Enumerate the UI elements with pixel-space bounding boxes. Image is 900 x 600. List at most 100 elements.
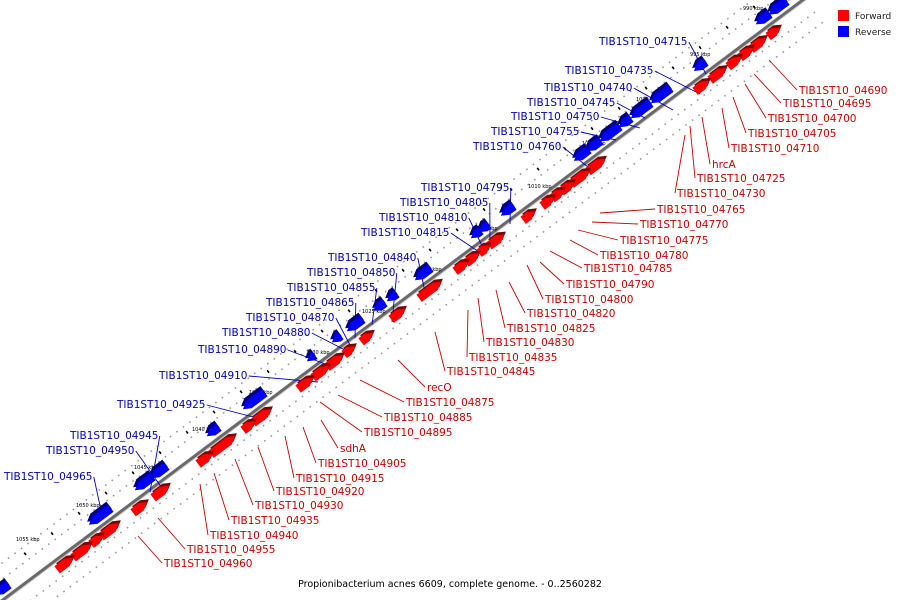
reverse-gene-arrow [599, 122, 623, 142]
reverse-gene-arrow [768, 0, 790, 15]
tick-mark [50, 531, 54, 536]
legend-forward-swatch [838, 10, 849, 21]
forward-gene-label: TIB1ST10_04895 [363, 427, 453, 439]
forward-leader-line [434, 331, 446, 372]
reverse-gene-arrow [500, 202, 517, 216]
forward-leader-line [689, 125, 696, 179]
forward-gene-arrow [486, 234, 505, 250]
dotted-track [51, 17, 829, 600]
forward-gene-label: TIB1ST10_04695 [782, 98, 872, 110]
forward-gene-arrow [70, 544, 92, 562]
forward-gene-label: TIB1ST10_04825 [506, 323, 596, 335]
forward-gene-label: TIB1ST10_04725 [696, 173, 786, 185]
forward-gene-label: TIB1ST10_04690 [798, 85, 888, 97]
reverse-gene-label: TIB1ST10_04805 [399, 197, 489, 209]
reverse-gene-label: TIB1ST10_04950 [45, 445, 135, 457]
reverse-gene-arrow [586, 137, 604, 152]
forward-gene-label: TIB1ST10_04935 [230, 515, 320, 527]
forward-leader-line [477, 297, 485, 343]
forward-leader-line [701, 116, 711, 165]
forward-gene-label: TIB1ST10_04775 [619, 235, 709, 247]
kbp-tick-label: 1045 kbp [134, 465, 158, 471]
reverse-gene-arrow [306, 351, 318, 362]
forward-gene-label: TIB1ST10_04940 [209, 530, 299, 542]
forward-gene-arrow [765, 27, 781, 41]
reverse-gene-arrow [0, 581, 12, 595]
forward-gene-arrow [341, 346, 356, 359]
reverse-gene-arrow [88, 504, 114, 525]
forward-gene-arrow [150, 485, 170, 502]
tick-mark [347, 309, 351, 313]
tick-mark [590, 126, 594, 131]
tick-mark [158, 450, 162, 455]
forward-gene-arrow [250, 409, 272, 427]
tick-mark [725, 25, 729, 29]
tick-mark [401, 268, 405, 272]
tick-mark [455, 228, 459, 232]
forward-gene-arrow [195, 453, 213, 468]
reverse-leader-line [450, 232, 483, 255]
kbp-tick-label: 1050 kbp [76, 503, 100, 509]
reverse-gene-label: TIB1ST10_04890 [197, 344, 287, 356]
tick-mark [239, 390, 243, 394]
forward-gene-arrow [54, 557, 74, 574]
forward-leader-line [744, 83, 767, 119]
reverse-leader-line [335, 317, 351, 346]
forward-leader-line [359, 379, 405, 403]
reverse-gene-arrow [331, 332, 344, 343]
reverse-gene-arrow [650, 84, 674, 104]
reverse-gene-label: TIB1ST10_04815 [360, 227, 450, 239]
kbp-tick-label: 990 kbp [743, 6, 763, 12]
forward-gene-label: TIB1ST10_04820 [526, 308, 616, 320]
forward-gene-label: TIB1ST10_04960 [163, 558, 253, 570]
kbp-tick-label: 995 kbp [690, 52, 710, 58]
tick-mark [671, 66, 675, 70]
legend-forward-label: Forward [855, 12, 891, 22]
reverse-gene-label: TIB1ST10_04945 [69, 430, 159, 442]
forward-leader-line [732, 96, 747, 134]
tick-mark [293, 349, 297, 353]
tick-mark [536, 167, 540, 171]
reverse-gene-label: TIB1ST10_04965 [3, 471, 93, 483]
reverse-gene-arrow [755, 10, 773, 25]
forward-leader-line [599, 208, 656, 214]
dotted-track [29, 7, 821, 600]
legend: Forward Reverse [838, 10, 892, 38]
forward-gene-arrow [98, 523, 120, 541]
forward-gene-label: TIB1ST10_04790 [565, 279, 655, 291]
forward-leader-line [569, 239, 599, 256]
forward-leader-line [319, 401, 363, 433]
forward-leader-line [508, 281, 526, 314]
forward-leader-line [753, 73, 782, 104]
legend-reverse-label: Reverse [855, 28, 892, 38]
forward-leader-line [577, 229, 619, 241]
forward-gene-label: TIB1ST10_04710 [730, 143, 820, 155]
reverse-leader-line [654, 70, 701, 95]
dotted-track [0, 0, 776, 582]
reverse-gene-arrow [150, 462, 170, 479]
reverse-gene-arrow [414, 264, 434, 281]
reverse-gene-arrow [618, 114, 634, 128]
forward-gene-arrow [476, 245, 491, 257]
reverse-gene-arrow [134, 473, 156, 491]
tick-mark [104, 491, 108, 495]
forward-gene-label: TIB1ST10_04780 [599, 250, 689, 262]
tick-mark [698, 45, 702, 50]
tick-mark [752, 5, 756, 9]
reverse-gene-arrow [478, 221, 492, 233]
forward-gene-label: recO [427, 382, 452, 394]
reverse-gene-arrow [242, 389, 268, 410]
forward-leader-line [213, 472, 230, 521]
reverse-gene-arrow [573, 146, 592, 161]
forward-gene-label: TIB1ST10_04915 [295, 473, 385, 485]
reverse-gene-label: TIB1ST10_04755 [490, 126, 580, 138]
forward-gene-label: TIB1ST10_04765 [656, 204, 746, 216]
reverse-gene-label: TIB1ST10_04750 [510, 111, 600, 123]
forward-gene-label: sdhA [340, 443, 367, 455]
forward-gene-label: TIB1ST10_04800 [544, 294, 634, 306]
forward-gene-arrow [310, 365, 330, 382]
reverse-gene-arrow [386, 290, 400, 302]
forward-leader-line [526, 264, 544, 300]
forward-gene-arrow [452, 261, 469, 275]
